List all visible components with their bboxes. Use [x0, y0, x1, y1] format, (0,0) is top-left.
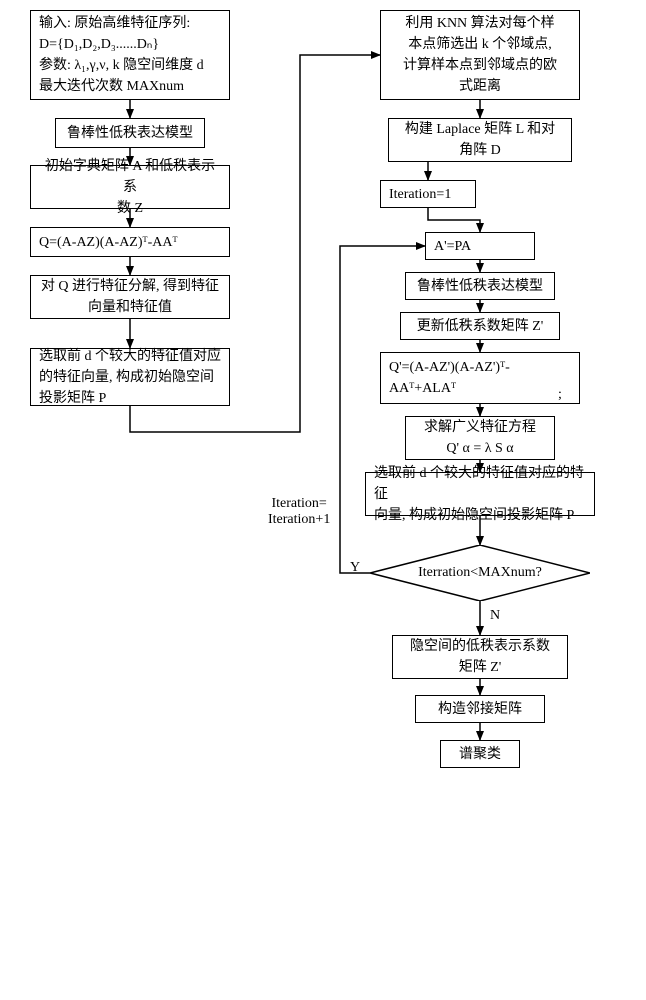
box-knn: 利用 KNN 算法对每个样 本点筛选出 k 个邻域点, 计算样本点到邻域点的欧 …: [380, 10, 580, 100]
box-Qprime: Q'=(A-AZ')(A-AZ')ᵀ- AAᵀ+ALAᵀ: [380, 352, 580, 404]
box-init-AZ: 初始字典矩阵 A 和低秩表示系 数 Z: [30, 165, 230, 209]
box-select-P: 选取前 d 个较大的特征值对应 的特征向量, 构成初始隐空间 投影矩阵 P: [30, 348, 230, 406]
label-semicolon: ;: [558, 387, 562, 403]
box-select-P2: 选取前 d 个较大的特征值对应的特征 向量, 构成初始隐空间投影矩阵 P: [365, 472, 595, 516]
decision-label: Iterration<MAXnum?: [418, 565, 542, 581]
box-laplace: 构建 Laplace 矩阵 L 和对 角阵 D: [388, 118, 572, 162]
box-spectral: 谱聚类: [440, 740, 520, 768]
box-iter1: Iteration=1: [380, 180, 476, 208]
box-adj: 构造邻接矩阵: [415, 695, 545, 723]
label-iter-inc: Iteration= Iteration+1: [268, 496, 330, 528]
box-input: 输入: 原始高维特征序列: D={D₁,D₂,D₃......Dₙ} 参数: λ…: [30, 10, 230, 100]
label-N: N: [490, 608, 500, 624]
box-Zout: 隐空间的低秩表示系数 矩阵 Z': [392, 635, 568, 679]
box-Q-eq: Q=(A-AZ)(A-AZ)ᵀ-AAᵀ: [30, 227, 230, 257]
decision-maxnum: Iterration<MAXnum?: [370, 545, 590, 601]
box-updateZ: 更新低秩系数矩阵 Z': [400, 312, 560, 340]
iter1-to-APA: [428, 208, 480, 232]
box-model-right: 鲁棒性低秩表达模型: [405, 272, 555, 300]
box-APA: A'=PA: [425, 232, 535, 260]
box-model-left: 鲁棒性低秩表达模型: [55, 118, 205, 148]
box-gen-eig: 求解广义特征方程 Q' α = λ S α: [405, 416, 555, 460]
box-Q-decomp: 对 Q 进行特征分解, 得到特征 向量和特征值: [30, 275, 230, 319]
label-Y: Y: [350, 560, 360, 576]
